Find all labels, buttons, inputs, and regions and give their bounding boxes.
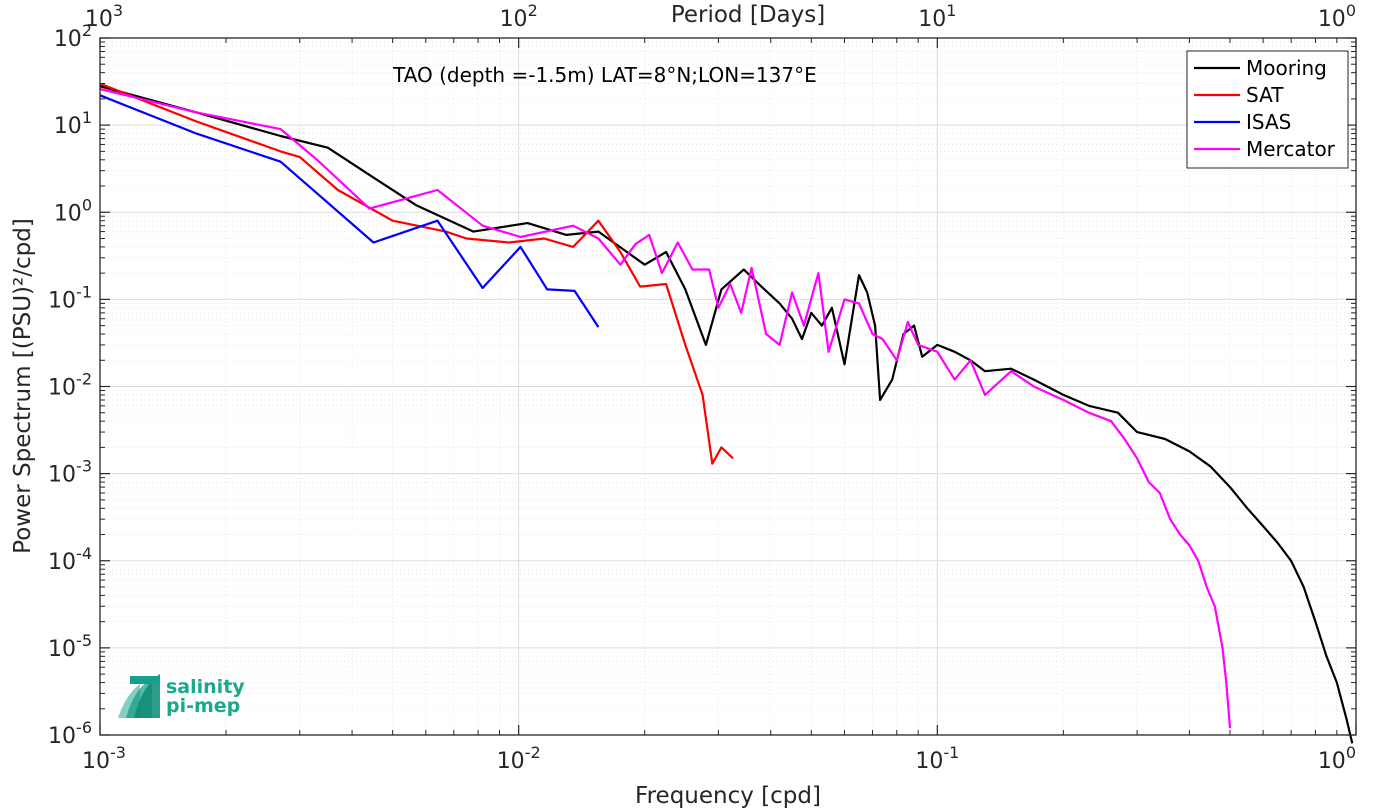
y-tick-label: 10-5 bbox=[48, 631, 92, 662]
series-lines bbox=[99, 82, 1354, 744]
y-tick-label: 10-1 bbox=[48, 282, 92, 313]
series-line-mercator bbox=[99, 87, 1232, 729]
x2-tick-label: 103 bbox=[85, 1, 123, 32]
x2-tick-label: 102 bbox=[500, 1, 538, 32]
legend-label-mercator: Mercator bbox=[1246, 137, 1336, 161]
y-tick-label: 100 bbox=[54, 195, 92, 226]
logo-text-pimep: pi-mep bbox=[166, 695, 240, 717]
y-tick-label: 101 bbox=[54, 108, 92, 139]
y-tick-label: 102 bbox=[54, 21, 92, 52]
legend-label-mooring: Mooring bbox=[1246, 56, 1327, 80]
tick-marks bbox=[99, 37, 1357, 736]
legend-label-isas: ISAS bbox=[1246, 110, 1291, 134]
y-axis-label: Power Spectrum [(PSU)²/cpd] bbox=[10, 218, 36, 554]
series-line-isas bbox=[99, 94, 600, 328]
salinity-pimep-logo: salinity pi-mep bbox=[118, 674, 245, 718]
y-tick-label: 10-6 bbox=[48, 718, 92, 749]
legend-label-sat: SAT bbox=[1246, 83, 1284, 107]
series-line-sat bbox=[99, 82, 734, 465]
y-tick-label: 10-3 bbox=[48, 457, 92, 488]
series-line-mooring bbox=[99, 85, 1354, 744]
y-tick-label: 10-4 bbox=[48, 544, 92, 575]
grid-lines bbox=[99, 38, 1356, 736]
logo-text-salinity: salinity bbox=[166, 676, 245, 698]
x-axis-label: Frequency [cpd] bbox=[635, 783, 821, 809]
x-tick-label: 10-2 bbox=[497, 743, 541, 774]
x2-axis-label: Period [Days] bbox=[671, 2, 825, 28]
x-tick-label: 10-1 bbox=[915, 743, 959, 774]
x-tick-label: 100 bbox=[1318, 743, 1356, 774]
x-tick-label: 10-3 bbox=[82, 743, 126, 774]
y-tick-label: 10-2 bbox=[48, 370, 92, 401]
chart-annotation: TAO (depth =-1.5m) LAT=8°N;LON=137°E bbox=[392, 63, 817, 87]
x2-tick-label: 101 bbox=[918, 1, 956, 32]
legend: Mooring SAT ISAS Mercator bbox=[1186, 50, 1349, 169]
x2-tick-label: 100 bbox=[1318, 1, 1356, 32]
